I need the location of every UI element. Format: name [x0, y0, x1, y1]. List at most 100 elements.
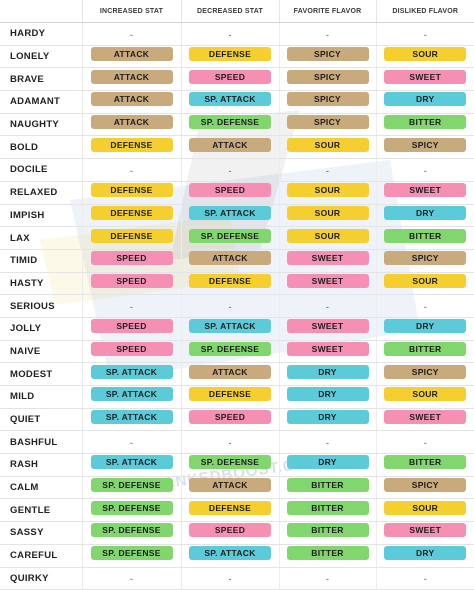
increased-stat-none: - [130, 29, 133, 40]
favorite-flavor-badge: SWEET [286, 251, 369, 266]
table-row: NAUGHTY ATTACK SP. DEFENSE SPICY BITTER [0, 113, 474, 137]
favorite-flavor-cell: SPICY [278, 67, 376, 92]
favorite-flavor-cell: - [278, 430, 376, 455]
increased-stat-badge: SPEED [90, 341, 173, 356]
disliked-flavor-cell: - [375, 430, 474, 455]
favorite-flavor-badge: SOUR [286, 228, 369, 243]
table-row: NAIVE SPEED SP. DEFENSE SWEET BITTER [0, 340, 474, 364]
disliked-flavor-cell: DRY [375, 317, 474, 341]
favorite-flavor-badge: SOUR [286, 137, 369, 152]
favorite-flavor-cell: BITTER [278, 476, 376, 500]
decreased-stat-badge: SP. ATTACK [189, 319, 271, 334]
favorite-flavor-cell: SWEET [278, 249, 376, 273]
decreased-stat-badge: SP. ATTACK [189, 205, 271, 220]
nature-name: BRAVE [0, 67, 82, 92]
decreased-stat-badge: SP. DEFENSE [189, 115, 271, 130]
increased-stat-badge: SP. ATTACK [90, 455, 173, 470]
disliked-flavor-badge: SOUR [384, 273, 467, 288]
disliked-flavor-badge: SWEET [384, 69, 467, 84]
increased-stat-badge: SP. DEFENSE [90, 546, 173, 561]
increased-stat-badge: ATTACK [90, 69, 173, 84]
decreased-stat-cell: - [180, 430, 279, 455]
disliked-flavor-badge: SWEET [384, 523, 467, 538]
table-row: QUIET SP. ATTACK SPEED DRY SWEET [0, 408, 474, 432]
favorite-flavor-badge: SWEET [286, 341, 369, 356]
favorite-flavor-cell: DRY [278, 408, 376, 432]
table-row: CALM SP. DEFENSE ATTACK BITTER SPICY [0, 476, 474, 500]
favorite-flavor-cell: SPICY [278, 113, 376, 137]
nature-name: IMPISH [0, 204, 82, 228]
decreased-stat-cell: - [180, 294, 279, 318]
favorite-flavor-cell: BITTER [278, 498, 376, 523]
disliked-flavor-badge: SPICY [384, 364, 467, 379]
decreased-stat-cell: SP. ATTACK [180, 544, 279, 568]
favorite-flavor-cell: - [278, 294, 376, 318]
decreased-stat-badge: ATTACK [189, 251, 271, 266]
favorite-flavor-badge: SPICY [286, 47, 369, 62]
table-row: BOLD DEFENSE ATTACK SOUR SPICY [0, 135, 474, 160]
favorite-flavor-badge: BITTER [286, 546, 369, 561]
disliked-flavor-badge: BITTER [384, 341, 467, 356]
increased-stat-cell: SP. ATTACK [81, 453, 181, 477]
decreased-stat-cell: ATTACK [180, 476, 279, 500]
increased-stat-cell: SP. DEFENSE [81, 544, 181, 568]
increased-stat-none: - [130, 302, 133, 313]
decreased-stat-badge: SP. DEFENSE [189, 341, 271, 356]
increased-stat-cell: SPEED [81, 340, 181, 364]
decreased-stat-cell: SP. DEFENSE [180, 113, 279, 137]
increased-stat-badge: ATTACK [90, 115, 173, 130]
increased-stat-badge: ATTACK [90, 92, 173, 107]
nature-name: HASTY [0, 272, 82, 296]
nature-name: MILD [0, 385, 82, 409]
disliked-flavor-badge: DRY [384, 319, 467, 334]
increased-stat-cell: - [81, 567, 181, 590]
disliked-flavor-cell: SOUR [375, 498, 474, 523]
nature-name: QUIET [0, 408, 82, 432]
increased-stat-badge: SP. ATTACK [90, 364, 173, 379]
nature-name: ADAMANT [0, 90, 82, 114]
decreased-stat-cell: - [180, 22, 279, 46]
disliked-flavor-cell: SPICY [375, 476, 474, 500]
nature-name: GENTLE [0, 498, 82, 523]
favorite-flavor-badge: SWEET [286, 319, 369, 334]
increased-stat-none: - [130, 438, 133, 449]
favorite-flavor-cell: SPICY [278, 90, 376, 114]
increased-stat-cell: ATTACK [81, 67, 181, 92]
decreased-stat-badge: DEFENSE [189, 387, 271, 402]
disliked-flavor-cell: - [375, 567, 474, 590]
increased-stat-cell: SPEED [81, 317, 181, 341]
disliked-flavor-badge: SOUR [384, 47, 467, 62]
favorite-flavor-cell: SOUR [278, 204, 376, 228]
favorite-flavor-badge: SPICY [286, 69, 369, 84]
table-row: CAREFUL SP. DEFENSE SP. ATTACK BITTER DRY [0, 544, 474, 568]
increased-stat-none: - [130, 574, 133, 585]
favorite-flavor-cell: - [278, 22, 376, 46]
favorite-flavor-none: - [326, 574, 329, 585]
disliked-flavor-cell: DRY [375, 204, 474, 228]
favorite-flavor-badge: BITTER [286, 523, 369, 538]
increased-stat-cell: DEFENSE [81, 181, 181, 205]
favorite-flavor-badge: BITTER [286, 478, 369, 493]
disliked-flavor-none: - [423, 438, 427, 449]
nature-name: NAIVE [0, 340, 82, 364]
table-row: RASH SP. ATTACK SP. DEFENSE DRY BITTER [0, 453, 474, 477]
nature-name: SASSY [0, 521, 82, 545]
favorite-flavor-badge: SPICY [286, 115, 369, 130]
table-row: BRAVE ATTACK SPEED SPICY SWEET [0, 67, 474, 92]
disliked-flavor-badge: BITTER [384, 228, 467, 243]
decreased-stat-badge: DEFENSE [189, 500, 271, 515]
decreased-stat-cell: SP. ATTACK [180, 317, 279, 341]
decreased-stat-badge: SP. ATTACK [189, 92, 271, 107]
nature-name: CAREFUL [0, 544, 82, 568]
disliked-flavor-cell: - [375, 294, 474, 318]
increased-stat-cell: - [81, 158, 181, 182]
increased-stat-cell: SP. DEFENSE [81, 521, 181, 545]
increased-stat-cell: - [81, 22, 181, 46]
table-row: GENTLE SP. DEFENSE DEFENSE BITTER SOUR [0, 498, 474, 523]
favorite-flavor-cell: SOUR [278, 135, 376, 160]
decreased-stat-cell: SP. DEFENSE [180, 226, 279, 250]
favorite-flavor-badge: SPICY [286, 92, 369, 107]
decreased-stat-badge: SP. DEFENSE [189, 228, 271, 243]
increased-stat-badge: SP. ATTACK [90, 387, 173, 402]
table-row: MODEST SP. ATTACK ATTACK DRY SPICY [0, 362, 474, 386]
